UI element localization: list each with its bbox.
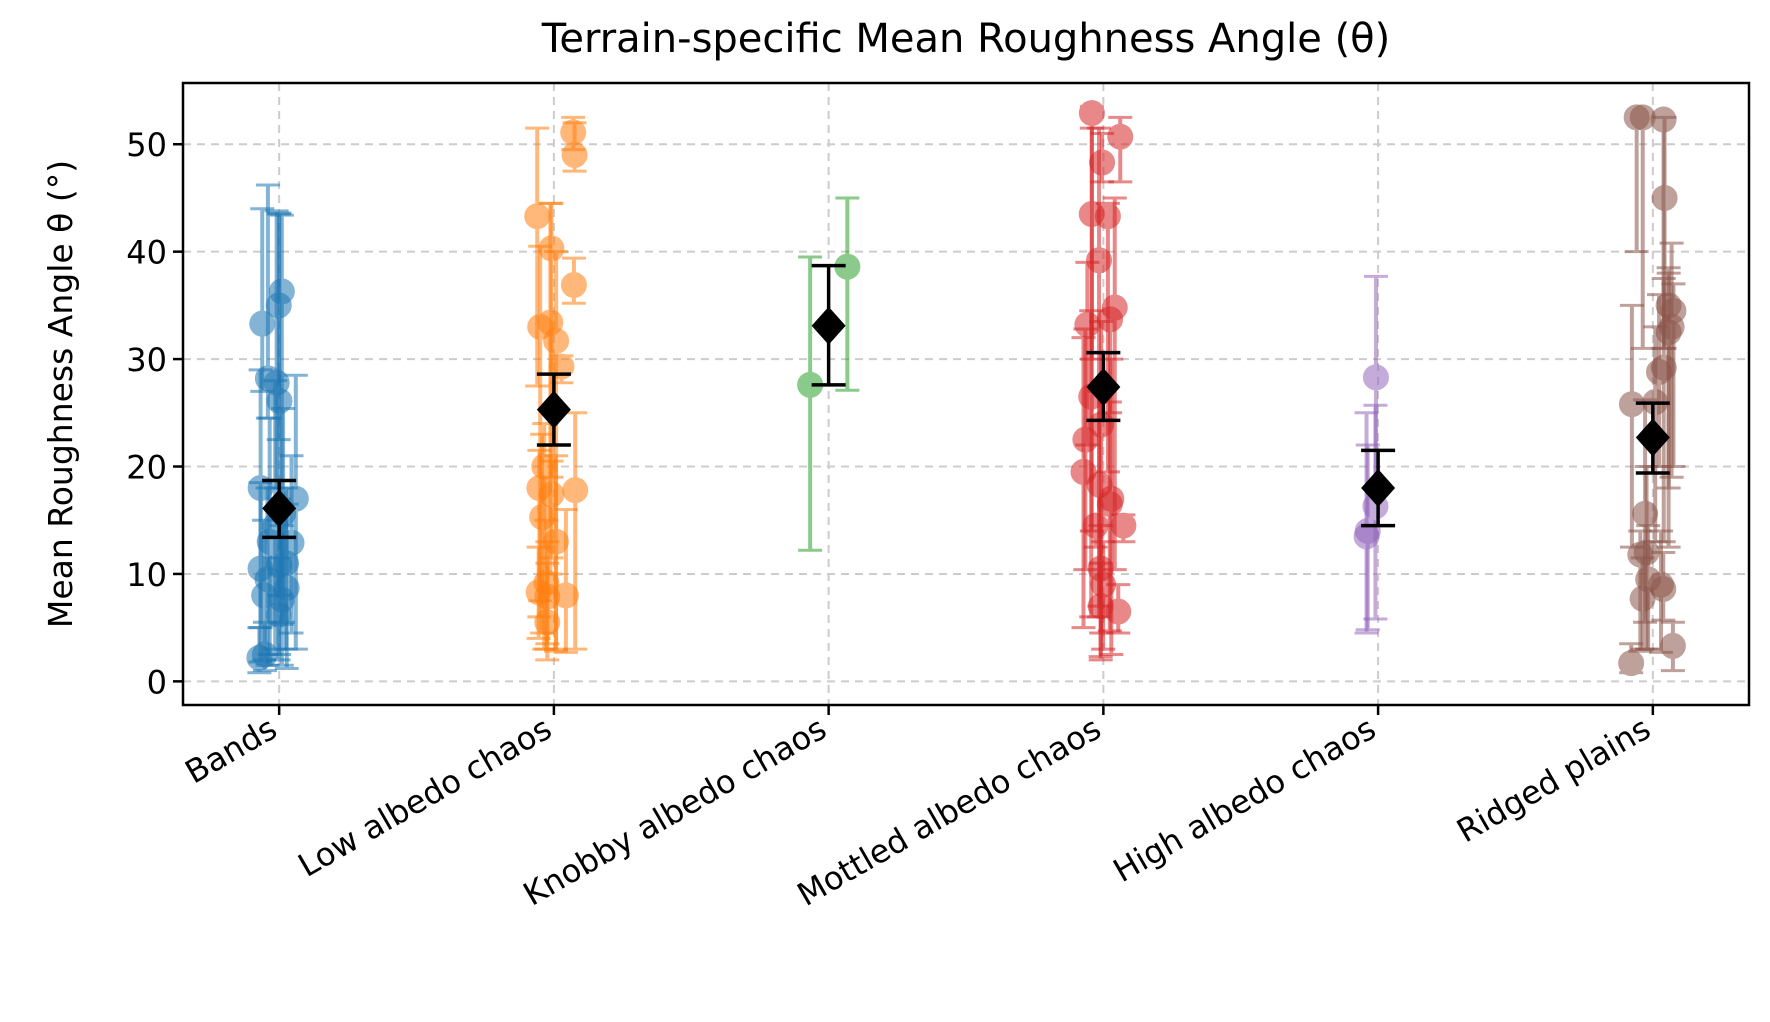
grid [183,83,1749,705]
y-tick-label: 20 [126,449,167,487]
point-marker [246,644,273,671]
data-point [1659,620,1686,673]
chart-title: Terrain-specific Mean Roughness Angle (θ… [541,16,1391,62]
y-axis-label: Mean Roughness Angle θ (°) [41,160,80,628]
x-tick-label: Bands [179,709,284,791]
x-tick-label: High albedo chaos [1107,709,1382,890]
data-point [524,126,551,388]
x-tick-label: Knobby albedo chaos [517,709,833,913]
point-marker [561,141,588,168]
y-ticks: 0 10 20 30 40 50 [126,126,183,701]
point-marker [1353,523,1380,550]
data-point [560,256,587,305]
point-marker [543,327,570,354]
point-marker [1618,650,1645,677]
data-point [1107,115,1134,184]
point-marker [1629,585,1656,612]
data-point [552,507,579,654]
y-tick-label: 40 [126,234,167,272]
mean-marker [262,489,297,528]
point-marker [524,203,551,230]
point-marker [529,504,556,531]
point-marker [562,477,589,504]
data-point [1629,556,1656,651]
point-marker [1105,598,1132,625]
x-tick-label: Ridged plains [1450,709,1657,850]
data-point [1089,131,1116,184]
point-marker [268,278,295,305]
data-point [246,626,273,675]
data-point [561,121,588,173]
point-marker [534,609,561,636]
point-marker [1078,100,1105,127]
x-tick-label: Mottled albedo chaos [791,709,1108,914]
y-tick-label: 30 [126,341,167,379]
data-point [1618,642,1645,677]
mean-marker [1635,418,1670,457]
point-marker [1086,247,1113,274]
point-marker [249,310,276,337]
point-marker [265,601,292,628]
point-marker [1107,123,1134,150]
y-tick-label: 10 [126,556,167,594]
mean-marker [1361,468,1396,507]
point-marker [1659,632,1686,659]
point-marker [1362,364,1389,391]
mean-marker [811,306,846,345]
point-marker [1646,358,1673,385]
data-point [1105,583,1132,635]
data-point [834,196,861,392]
point-marker [1074,311,1101,338]
data-point [1629,104,1656,350]
mean-marker [536,390,571,429]
point-marker [560,271,587,298]
y-tick-label: 50 [126,126,167,164]
point-marker [1110,512,1137,539]
x-tick-label: Low albedo chaos [292,709,558,885]
mean-marker [1086,368,1121,407]
plot-frame [181,81,1751,707]
data-point [1650,550,1677,622]
y-tick-label: 0 [147,663,167,701]
data-point [797,255,824,552]
data-point [534,561,561,662]
point-marker [1096,491,1123,518]
point-marker [1629,104,1656,131]
point-marker [1651,184,1678,211]
data-marks [246,100,1687,677]
